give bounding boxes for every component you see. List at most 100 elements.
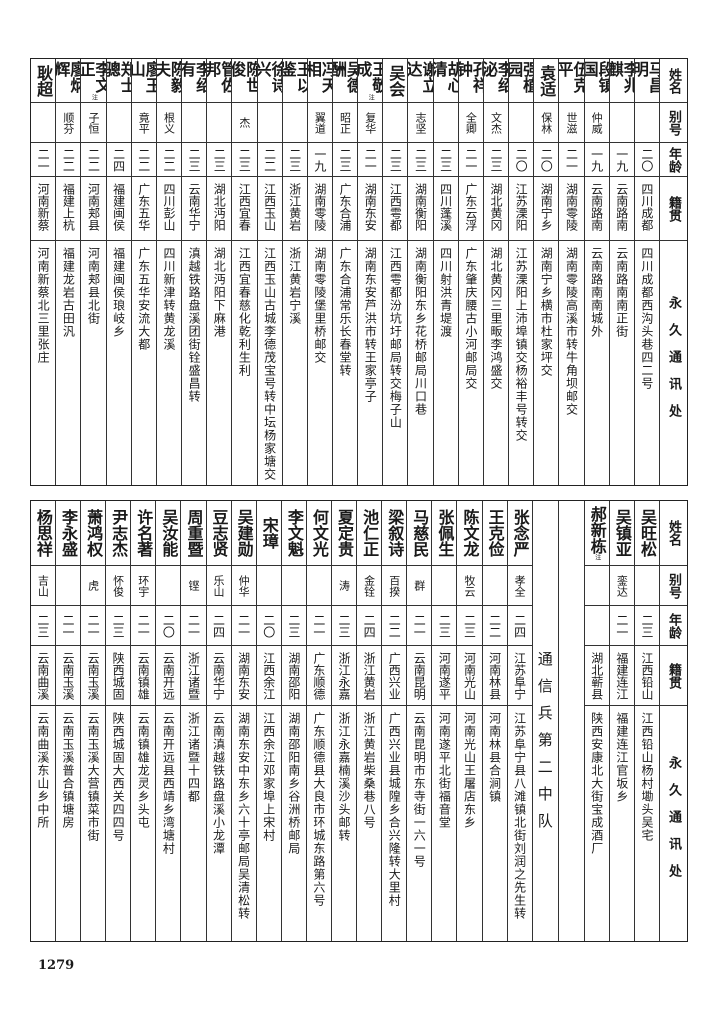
header-address: 永久通讯处: [666, 756, 681, 891]
record-native-text: 江西玉山: [262, 183, 277, 231]
record-name-text: 廖炳辉: [56, 61, 81, 93]
record-native: 河南新蔡: [31, 177, 56, 241]
record-age: 二〇: [256, 606, 281, 646]
record-address-text: 广东肇庆腰古小河邮局交: [463, 247, 478, 390]
record-age: 二四: [206, 606, 231, 646]
record-native-text: 湖南东安: [363, 183, 378, 231]
record-age: 二四: [106, 143, 131, 177]
record-age-text: 二三: [413, 147, 428, 172]
record-age-text: 二二: [161, 147, 176, 172]
record-name-text: 陈世俊: [232, 61, 257, 93]
record-name-text: 谢立达: [408, 61, 433, 93]
record-age: 二三: [433, 143, 458, 177]
record-name-text: 徐诗兴: [257, 61, 282, 93]
record-age-text: 二一: [311, 613, 326, 638]
record-alias: 全卿: [458, 103, 483, 143]
record-alias: 涛: [331, 566, 357, 606]
header-column: 姓名 别号 年龄 籍贯 永久通讯处: [659, 59, 687, 485]
record-address-text: 广东五华安流大都: [136, 247, 151, 351]
record-name: 吴德酬: [332, 59, 358, 103]
record-alias: 杰: [232, 103, 257, 143]
note-marker: 注: [367, 94, 375, 100]
record-address-text: 福建龙岩古田汎: [61, 247, 76, 338]
record-age: 二二: [382, 606, 407, 646]
record-name: 徐诗兴: [257, 59, 282, 103]
person-record: 吴德酬 昭正 二三 广东合浦 广东合浦常乐长春堂转: [331, 59, 358, 485]
record-address-text: 河南郏县北街: [86, 247, 101, 325]
header-age: 年龄: [660, 143, 687, 177]
record-address-text: 云南曲溪东山乡中所: [35, 712, 50, 829]
person-record: 张佩生 二三 河南遂平 河南遂平北街福音堂: [431, 501, 457, 941]
record-age-text: 二一: [564, 147, 579, 172]
person-record: 孔祥钟 全卿 二一 广东云浮 广东肇庆腰古小河邮局交: [457, 59, 483, 485]
record-alias-text: 环宇: [136, 574, 150, 597]
record-address: 湖南东安中东乡六十亭邮局吴清松转: [232, 706, 256, 941]
header-name: 姓名: [660, 59, 687, 103]
record-name: 周重暨: [181, 501, 206, 566]
record-alias-text: 全卿: [464, 111, 478, 134]
record-alias: [106, 103, 131, 143]
record-age-text: 一九: [589, 147, 604, 172]
record-alias-text: 虎: [86, 580, 100, 591]
record-age: 二一: [306, 606, 331, 646]
person-record: 张念严 孝全 二四 江苏阜宁 江苏阜宁县八滩镇北街刘润之先生转: [506, 501, 532, 941]
record-age: 二三: [106, 606, 131, 646]
record-alias-text: 根义: [162, 111, 176, 134]
person-record: 杨思祥 吉山 二三 云南曲溪 云南曲溪东山乡中所: [30, 501, 55, 941]
record-address-text: 河南林县合涧镇: [487, 712, 502, 803]
record-native: 湖南东安: [358, 177, 383, 241]
record-native: 江西宜春: [232, 177, 257, 241]
record-native-text: 河南光山: [462, 652, 477, 700]
record-native: 江苏阜宁: [507, 646, 532, 706]
person-record: 李兆麒 一九 云南路南 云南路南南正街: [608, 59, 634, 485]
record-native: 湖南零陵: [559, 177, 584, 241]
record-age: 一九: [307, 143, 332, 177]
record-alias: [156, 566, 181, 606]
header-native: 籍贯: [660, 646, 687, 706]
record-address-text: 江西雩都汾坑圩邮局转交梅子山: [388, 247, 403, 429]
record-name: 夏定贵: [331, 501, 357, 566]
record-address-text: 江西玉山古城李德茂宝号转中坛杨家塘交: [262, 247, 277, 481]
record-native-text: 湖北蕲县: [589, 652, 604, 700]
record-age: 二三: [282, 143, 307, 177]
record-age: 二三: [332, 143, 358, 177]
record-name-text: 李文魁: [284, 509, 304, 557]
record-alias: [482, 566, 507, 606]
person-record: 强植园 二〇 江苏溧阳 江苏溧阳上沛埠镇交杨裕丰号转交: [508, 59, 534, 485]
record-name: 李永盛: [55, 501, 81, 566]
record-age: 二〇: [156, 606, 181, 646]
record-name-text: 王以鉴: [282, 61, 307, 93]
record-age: 二一: [181, 606, 206, 646]
record-age: 二三: [383, 143, 408, 177]
record-address-text: 云南镇雄龙灵乡头屯: [136, 712, 151, 829]
record-address-text: 云南滇越铁路盘溪小龙潭: [211, 712, 226, 855]
record-alias-text: 百揆: [387, 574, 401, 597]
record-alias: 牧云: [457, 566, 482, 606]
record-age-text: 二一: [412, 613, 427, 638]
record-age: 二二: [131, 143, 156, 177]
record-age-text: 二四: [362, 613, 377, 638]
record-address-text: 四川射洪青堤渡: [438, 247, 453, 338]
record-native: 湖南宁乡: [534, 177, 559, 241]
record-name: 许名著: [131, 501, 156, 566]
record-age-text: 二三: [287, 147, 302, 172]
record-address: 广西兴业县城隍乡合兴隆转大里村: [382, 706, 406, 941]
header-column: 姓名 别号 年龄 籍贯 永久通讯处: [659, 501, 687, 941]
record-native: 浙江诸暨: [181, 646, 206, 706]
record-address-text: 广东合浦常乐长春堂转: [338, 247, 353, 377]
record-name-text: 萧鸿权: [84, 509, 104, 557]
record-alias-text: 保林: [539, 111, 553, 134]
record-alias: [433, 103, 458, 143]
record-address: 湖北沔阳下麻港: [207, 241, 231, 485]
record-address-text: 河南光山王屠店东乡: [462, 712, 477, 829]
record-name-text: 张念严: [510, 509, 530, 557]
record-age-text: 二〇: [161, 613, 176, 638]
record-name: 李文魁: [281, 501, 306, 566]
header-name: 姓名: [660, 501, 687, 566]
record-native: 湖南零陵: [307, 177, 332, 241]
record-name-text: 何文光: [309, 509, 329, 557]
record-address: 浙江黄岩宁溪: [283, 241, 307, 485]
record-name-text: 杨思祥: [33, 509, 53, 557]
record-alias: 顺芬: [56, 103, 81, 143]
record-name-text: 马慈民: [410, 509, 430, 557]
